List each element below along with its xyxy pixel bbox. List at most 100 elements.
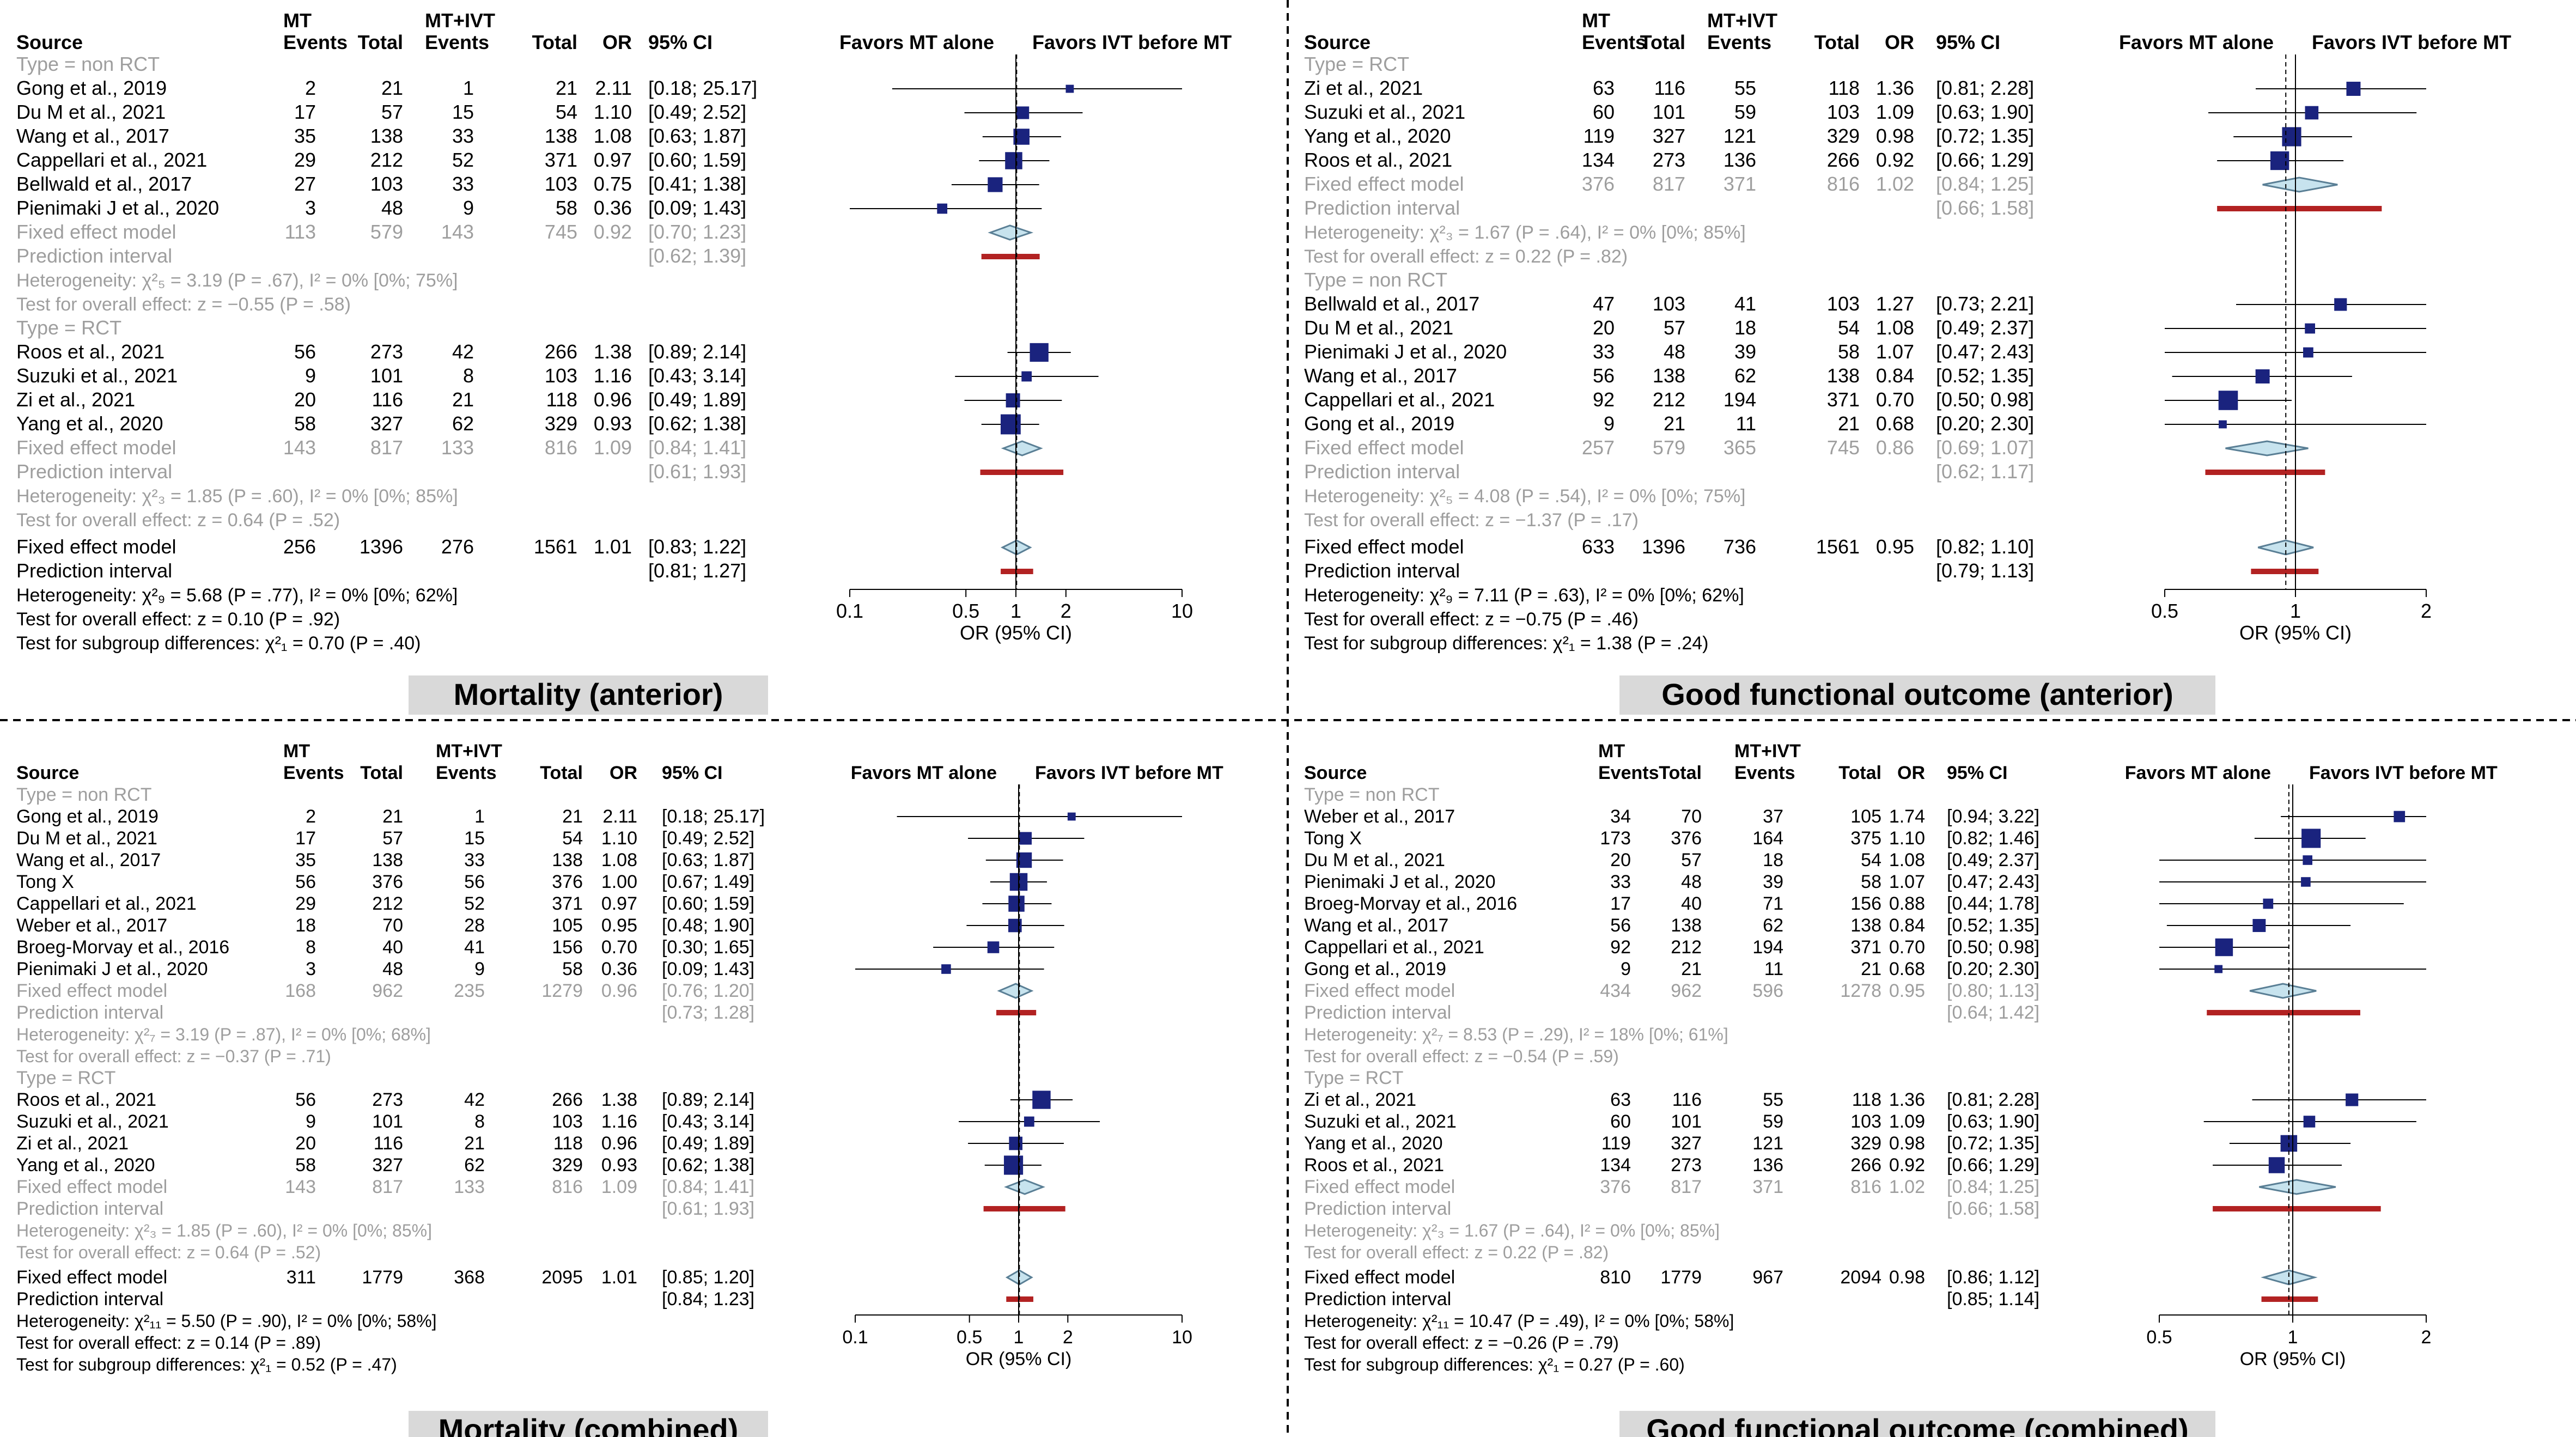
subgroup-fixed-effect-total-mt-ivt: 745 — [545, 221, 577, 243]
study-row-events-mt-ivt: 52 — [464, 893, 485, 914]
study-row-square — [2301, 829, 2321, 848]
x-tick-label: 0.5 — [2151, 600, 2178, 622]
study-row-ci: [0.30; 1.65] — [662, 937, 754, 958]
study-row-events-mt-ivt: 55 — [1734, 77, 1756, 99]
study-row-total-mt-ivt: 58 — [1861, 872, 1881, 892]
study-row-or: 0.70 — [1889, 937, 1925, 958]
subgroup-differences-test: Test for subgroup differences: χ²₁ = 0.7… — [16, 633, 421, 654]
study-row-total-mt-ivt: 105 — [552, 915, 583, 936]
subgroup-fixed-effect-label: Fixed effect model — [16, 1177, 167, 1197]
study-row-events-mt: 56 — [1593, 364, 1615, 387]
subgroup-fixed-effect-events-mt: 376 — [1582, 173, 1615, 195]
study-row-events-mt-ivt: 194 — [1752, 937, 1783, 958]
study-row-total-mt: 327 — [372, 1155, 403, 1176]
study-row-ci: [0.41; 1.38] — [648, 173, 746, 195]
study-row-events-mt-ivt: 39 — [1734, 340, 1756, 363]
study-row-events-mt-ivt: 11 — [1764, 959, 1783, 979]
study-row-ci: [0.94; 3.22] — [1947, 806, 2039, 827]
subgroup-fixed-effect-or: 0.95 — [1889, 981, 1925, 1001]
study-row-events-mt-ivt: 15 — [464, 828, 485, 849]
events-header-mt: Events — [1598, 763, 1659, 783]
study-row-events-mt: 134 — [1600, 1155, 1631, 1176]
study-row-ci: [0.49; 1.89] — [648, 388, 746, 411]
study-row-or: 0.92 — [1876, 149, 1914, 171]
study-row-events-mt: 9 — [306, 1111, 316, 1132]
subgroup-label: Type = non RCT — [16, 53, 160, 75]
study-row-label: Suzuki et al., 2021 — [1304, 1111, 1457, 1132]
study-row-square — [1006, 393, 1020, 407]
study-row-total-mt-ivt: 329 — [1827, 125, 1860, 147]
study-row-or: 1.09 — [1889, 1111, 1925, 1132]
x-tick-label: 2 — [1061, 600, 1071, 622]
study-row-or: 0.97 — [594, 149, 632, 171]
study-row-total-mt-ivt: 58 — [562, 959, 583, 979]
or-header: OR — [1885, 31, 1914, 53]
study-row-total-mt-ivt: 371 — [545, 149, 577, 171]
study-row-events-mt-ivt: 62 — [452, 412, 474, 435]
study-row-ci: [0.43; 3.14] — [648, 364, 746, 387]
study-row-events-mt: 20 — [295, 1133, 316, 1154]
study-row-label: Suzuki et al., 2021 — [1304, 101, 1465, 123]
study-row-square — [1067, 812, 1076, 821]
study-row-ci: [0.49; 2.52] — [662, 828, 754, 849]
subgroup-fixed-effect-or: 1.02 — [1889, 1177, 1925, 1197]
study-row-square — [1005, 152, 1022, 169]
study-row-square — [2215, 938, 2233, 957]
study-row-ci: [0.60; 1.59] — [648, 149, 746, 171]
total-header-mt-ivt: Total — [1838, 763, 1881, 783]
study-row-square — [937, 203, 948, 214]
source-header: Source — [1304, 31, 1371, 53]
overall-heterogeneity: Heterogeneity: χ²₉ = 7.11 (P = .63), I² … — [1304, 585, 1744, 606]
subgroup-fixed-effect-diamond — [2225, 440, 2309, 456]
overall-effect-test: Test for overall effect: z = −0.26 (P = … — [1304, 1333, 1619, 1353]
subgroup-overall-test: Test for overall effect: z = 0.64 (P = .… — [16, 510, 340, 531]
subgroup-heterogeneity: Heterogeneity: χ²₇ = 3.19 (P = .87), I² … — [16, 1025, 431, 1044]
overall-prediction-interval-ci: [0.81; 1.27] — [648, 559, 746, 582]
mt-header: MT — [1598, 741, 1625, 762]
study-row-events-mt: 92 — [1610, 937, 1631, 958]
study-row-label: Cappellari et al., 2021 — [16, 893, 197, 914]
study-row-total-mt: 116 — [374, 1133, 403, 1154]
favors-mt-alone-label: Favors MT alone — [2119, 31, 2274, 53]
study-row-label: Zi et al., 2021 — [16, 1133, 129, 1154]
study-row-label: Suzuki et al., 2021 — [16, 364, 178, 387]
subgroup-fixed-effect-total-mt: 962 — [1671, 981, 1702, 1001]
study-row-total-mt-ivt: 105 — [1850, 806, 1881, 827]
total-header-mt: Total — [358, 31, 403, 53]
study-row-events-mt: 58 — [294, 412, 316, 435]
study-row-square — [2268, 1157, 2285, 1173]
study-row-events-mt-ivt: 21 — [452, 388, 474, 411]
study-row-or: 0.98 — [1876, 125, 1914, 147]
favors-mt-alone-label: Favors MT alone — [2125, 763, 2271, 783]
study-row-events-mt: 9 — [1604, 412, 1615, 435]
subgroup-prediction-interval-bar — [983, 1206, 1065, 1211]
study-row-ci: [0.18; 25.17] — [662, 806, 765, 827]
overall-effect-test: Test for overall effect: z = −0.75 (P = … — [1304, 609, 1639, 630]
study-row-events-mt-ivt: 194 — [1724, 388, 1756, 411]
study-row-total-mt-ivt: 103 — [552, 1111, 583, 1132]
study-row-events-mt: 35 — [295, 850, 316, 870]
study-row-events-mt-ivt: 21 — [464, 1133, 485, 1154]
study-row-events-mt: 29 — [294, 149, 316, 171]
study-row-events-mt: 27 — [294, 173, 316, 195]
study-row-total-mt-ivt: 329 — [1850, 1133, 1881, 1154]
study-row-events-mt-ivt: 55 — [1763, 1089, 1783, 1110]
study-row-ci: [0.66; 1.29] — [1947, 1155, 2039, 1176]
subgroup-fixed-effect-total-mt: 579 — [1653, 436, 1685, 459]
ci-header: 95% CI — [662, 763, 723, 783]
study-row-events-mt: 56 — [295, 872, 316, 892]
study-row-events-mt-ivt: 41 — [1734, 293, 1756, 315]
mt-ivt-header: MT+IVT — [425, 9, 495, 32]
subgroup-heterogeneity: Heterogeneity: χ²₇ = 8.53 (P = .29), I² … — [1304, 1025, 1728, 1044]
study-row-square — [2303, 1116, 2316, 1128]
study-row-total-mt-ivt: 21 — [562, 806, 583, 827]
study-row-label: Roos et al., 2021 — [16, 1089, 156, 1110]
subgroup-fixed-effect-total-mt-ivt: 816 — [552, 1177, 583, 1197]
study-row-total-mt-ivt: 371 — [1850, 937, 1881, 958]
subgroup-prediction-interval-ci: [0.61; 1.93] — [662, 1198, 754, 1219]
overall-prediction-interval-ci: [0.79; 1.13] — [1936, 559, 2034, 582]
events-header-mt-ivt: Events — [436, 763, 497, 783]
subgroup-fixed-effect-events-mt-ivt: 133 — [441, 436, 474, 459]
overall-fixed-effect-total-mt: 1779 — [362, 1267, 403, 1288]
